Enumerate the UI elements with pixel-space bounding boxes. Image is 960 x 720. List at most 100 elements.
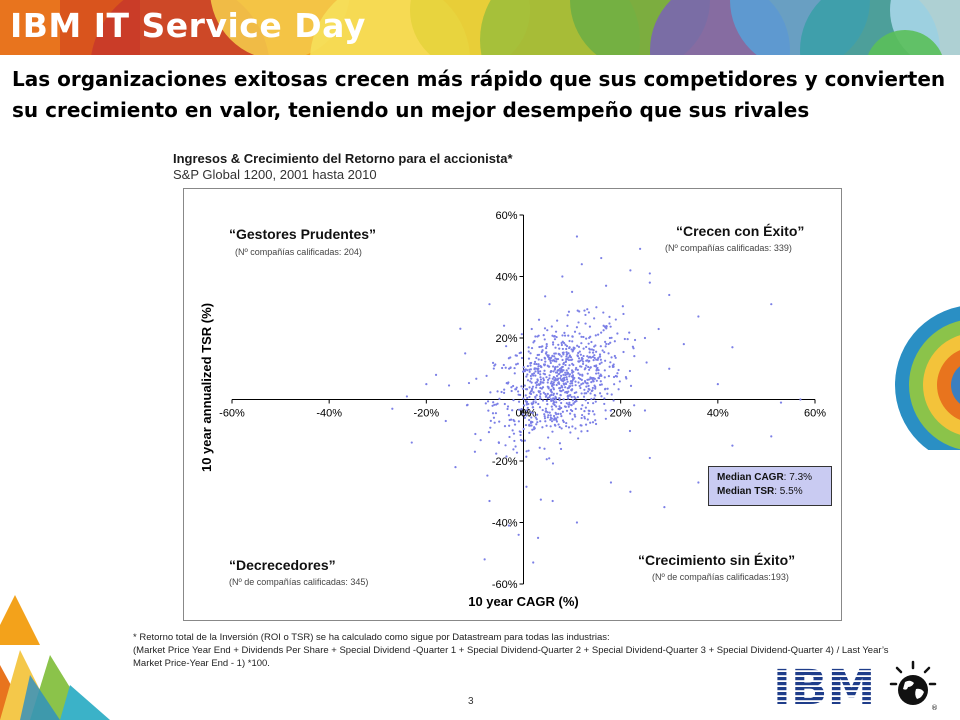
scatter-point [585, 364, 588, 367]
scatter-point [565, 345, 569, 348]
scatter-point [517, 408, 521, 411]
scatter-point [532, 400, 535, 403]
x-tick-label: 20% [610, 408, 632, 420]
scatter-point [588, 348, 592, 351]
scatter-point [591, 355, 595, 359]
scatter-point [580, 335, 583, 338]
scatter-point [487, 431, 491, 434]
scatter-point [510, 386, 513, 389]
scatter-point [606, 387, 609, 390]
scatter-point [614, 318, 617, 321]
scatter-point [564, 363, 567, 367]
scatter-point [564, 371, 567, 374]
scatter-point [447, 384, 451, 387]
scatter-point [529, 390, 532, 393]
scatter-point [552, 418, 556, 421]
scatter-point [581, 404, 584, 407]
scatter-point [555, 392, 559, 395]
scatter-point [515, 451, 519, 454]
scatter-point [529, 362, 532, 365]
scatter-point [536, 421, 539, 424]
scatter-point [529, 380, 532, 383]
scatter-point [600, 331, 603, 334]
scatter-point [560, 355, 563, 358]
scatter-point [568, 339, 571, 343]
scatter-point [594, 419, 597, 422]
scatter-point [567, 403, 570, 406]
scatter-point [532, 341, 535, 344]
scatter-point [540, 358, 543, 362]
scatter-point [543, 356, 546, 359]
scatter-point [542, 377, 545, 380]
scatter-point [602, 329, 605, 332]
scatter-point [517, 393, 520, 396]
scatter-point [536, 379, 539, 382]
scatter-point [576, 395, 579, 399]
scatter-point [551, 359, 554, 362]
scatter-point [525, 455, 528, 458]
scatter-point [557, 343, 560, 346]
scatter-point [556, 357, 560, 361]
scatter-point [556, 369, 559, 372]
scatter-point [525, 414, 528, 417]
scatter-point [648, 281, 651, 284]
scatter-point [603, 351, 606, 354]
scatter-point [459, 327, 462, 330]
scatter-point [562, 389, 565, 392]
scatter-point [528, 368, 531, 371]
scatter-point [526, 364, 529, 368]
scatter-point [545, 394, 548, 397]
scatter-point [593, 317, 596, 320]
scatter-point [555, 374, 559, 378]
scatter-point [553, 367, 557, 370]
scatter-point [597, 333, 600, 336]
scatter-point [645, 361, 648, 364]
scatter-point [518, 351, 521, 355]
scatter-point [539, 380, 542, 384]
scatter-point [770, 435, 773, 438]
scatter-point [507, 357, 510, 360]
scatter-point [524, 368, 527, 371]
scatter-point [648, 272, 651, 275]
scatter-point [528, 423, 531, 426]
scatter-point [628, 369, 632, 373]
scatter-point [552, 402, 555, 405]
y-tick-label: 40% [495, 272, 517, 284]
scatter-point [539, 378, 543, 381]
scatter-point [496, 402, 499, 405]
scatter-point [546, 381, 549, 384]
scatter-point [561, 334, 564, 337]
scatter-point [594, 365, 598, 368]
scatter-point [554, 330, 558, 333]
scatter-point [607, 342, 610, 346]
scatter-point [580, 392, 583, 395]
scatter-point [526, 406, 529, 409]
scatter-point [511, 429, 514, 432]
scatter-point [526, 373, 529, 376]
scatter-point [594, 387, 597, 390]
scatter-point [595, 350, 598, 353]
scatter-point [610, 393, 613, 396]
scatter-point [513, 372, 516, 375]
scatter-point [542, 379, 546, 382]
scatter-point [607, 352, 610, 355]
scatter-point [593, 397, 596, 400]
scatter-point [626, 337, 629, 341]
scatter-point [569, 382, 572, 385]
scatter-point [603, 376, 606, 379]
scatter-point [593, 413, 596, 416]
scatter-point [569, 431, 572, 434]
scatter-point [643, 409, 647, 412]
scatter-point [579, 359, 582, 362]
y-tick-label: 20% [495, 333, 517, 345]
x-tick-label: 40% [707, 408, 729, 420]
scatter-point [519, 433, 522, 437]
scatter-point [567, 426, 571, 429]
scatter-point [621, 305, 624, 308]
scatter-point [563, 383, 566, 386]
scatter-point [568, 346, 571, 349]
scatter-point [552, 375, 555, 379]
scatter-point [604, 345, 607, 348]
median-tsr-label: Median TSR [717, 486, 775, 497]
scatter-point [527, 350, 530, 353]
